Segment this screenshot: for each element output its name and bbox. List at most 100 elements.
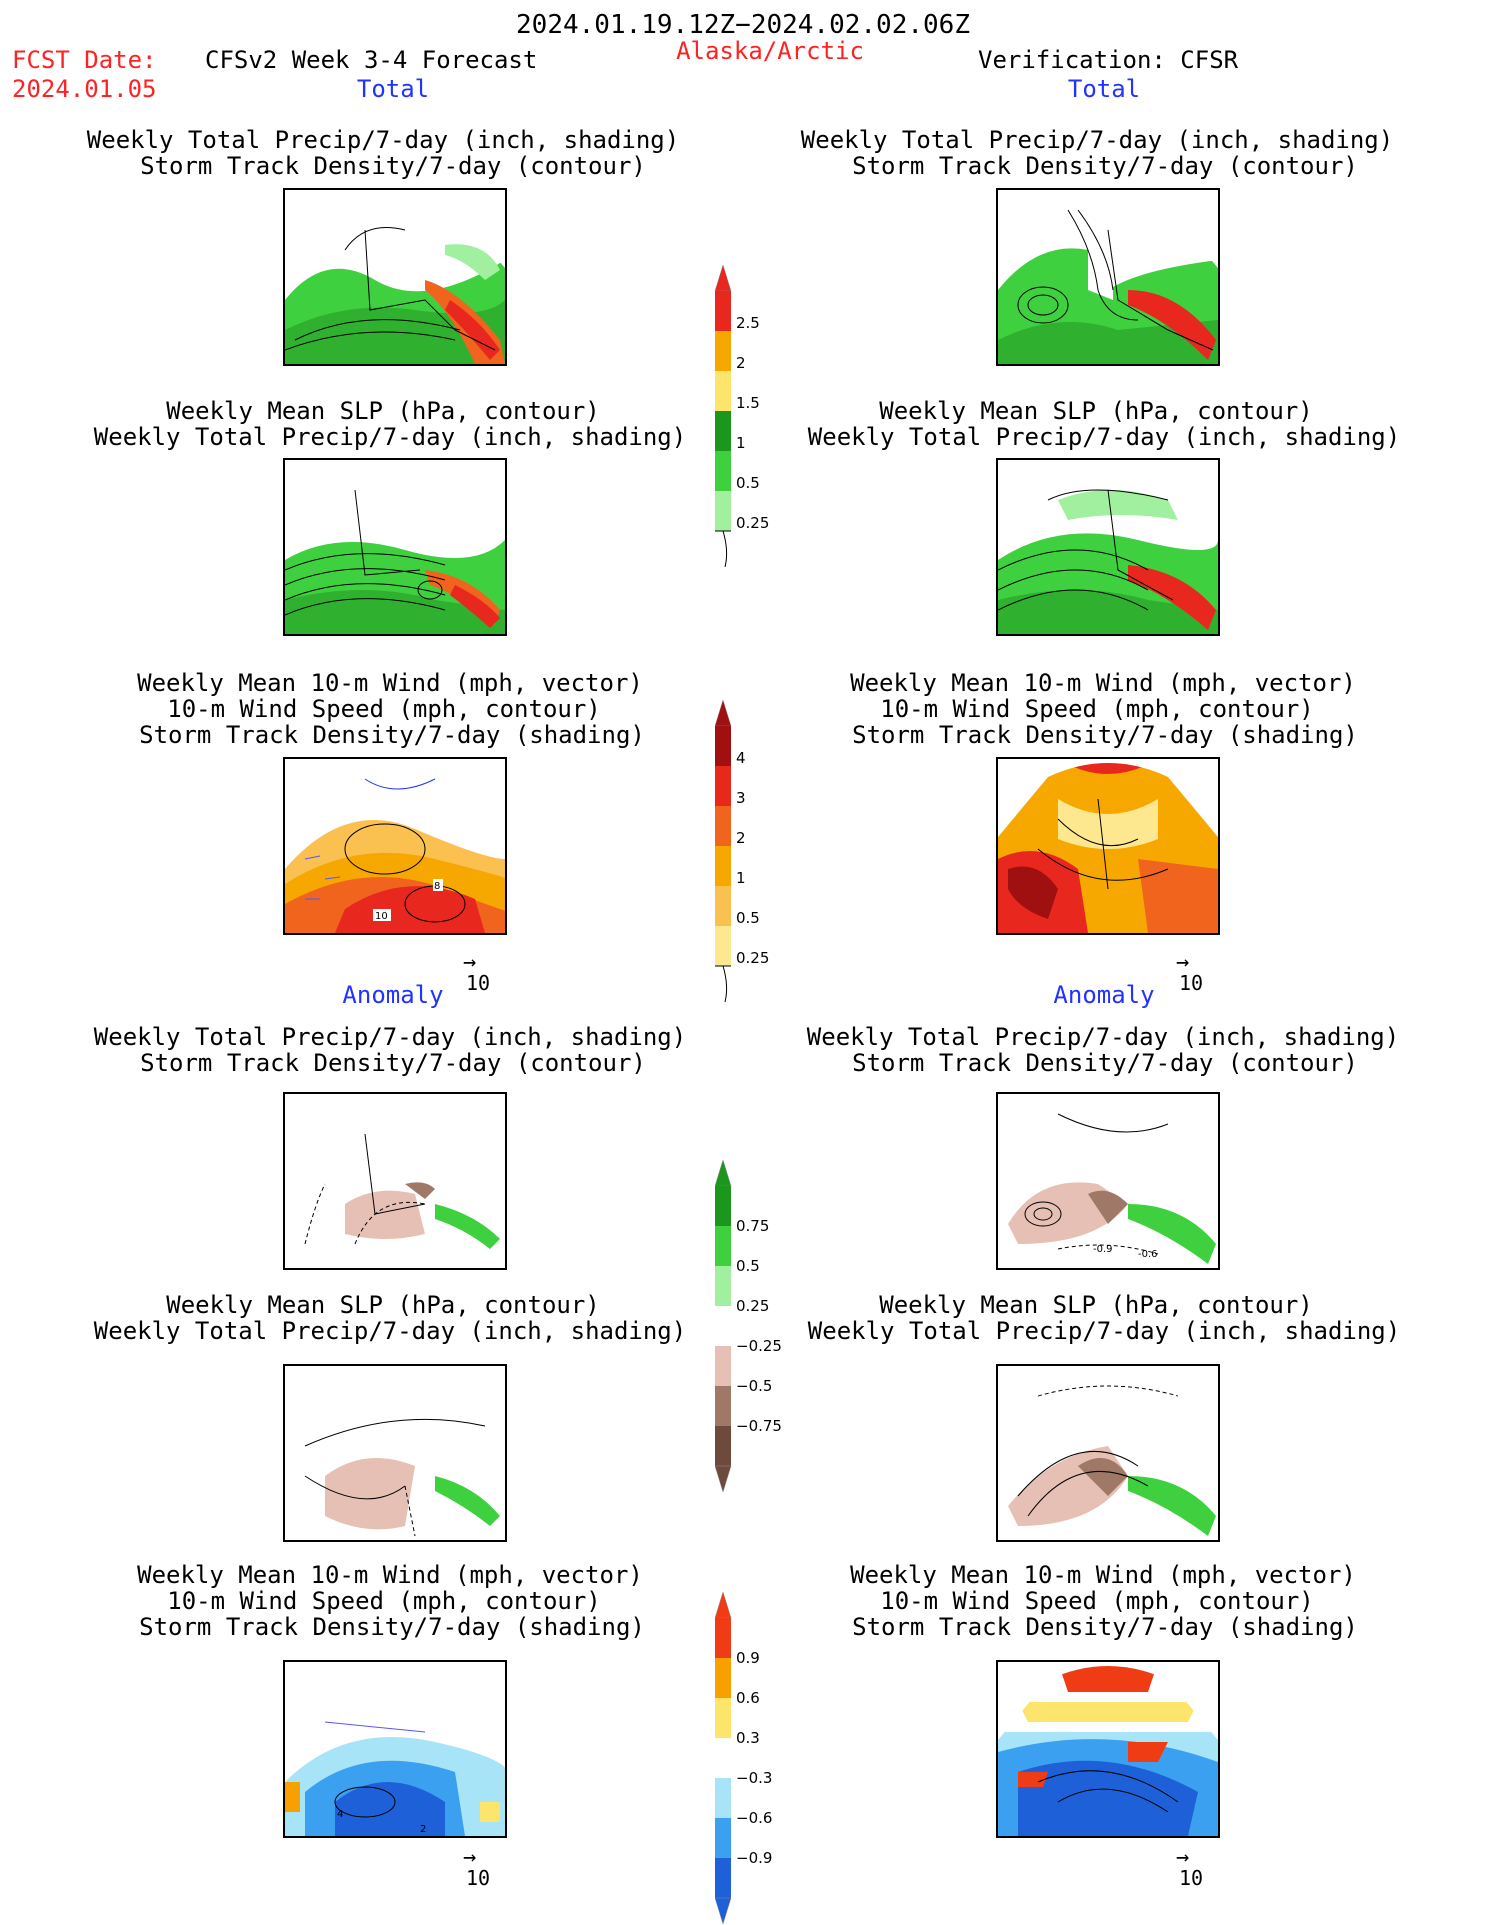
total-label-right: Total (1067, 75, 1141, 103)
colorbar-segment (715, 806, 731, 846)
map-wind-track-cfsv2: 10 8 (283, 757, 507, 935)
title-r4-right-2: Storm Track Density/7-day (contour) (852, 1049, 1358, 1077)
vector-ref-3: 10 (466, 1866, 491, 1890)
contour-label-four: 4 (337, 1809, 343, 1820)
colorbar-segment (715, 846, 731, 886)
colorbar-segment (715, 766, 731, 806)
title-r5-right-2: Weekly Total Precip/7-day (inch, shading… (807, 1317, 1401, 1345)
colorbar-tick-label: 0.5 (736, 909, 760, 927)
colorbar-segment (715, 926, 731, 966)
colorbar-bottom-triangle (715, 1897, 732, 1924)
title-r3-left-1: Weekly Mean 10-m Wind (mph, vector) (137, 669, 643, 697)
fcst-date-label: FCST Date: (12, 46, 157, 74)
colorbar-segment (715, 886, 731, 926)
colorbar-tick-label: 0.5 (736, 1257, 760, 1275)
colorbar-tick-label: 0.6 (736, 1689, 760, 1707)
map-precip-anom-cfsr: -0.9 -0.6 (996, 1092, 1220, 1270)
title-r2-left-2: Weekly Total Precip/7-day (inch, shading… (93, 423, 687, 451)
title-r6-right-2: 10-m Wind Speed (mph, contour) (880, 1587, 1314, 1615)
total-label-left: Total (356, 75, 430, 103)
right-arrow-icon-4: → (1176, 1845, 1190, 1870)
colorbar-tick-label: 4 (736, 749, 746, 767)
colorbar-tick-label: −0.6 (736, 1809, 773, 1827)
title-r5-left-2: Weekly Total Precip/7-day (inch, shading… (93, 1317, 687, 1345)
anomaly-label-left: Anomaly (342, 981, 444, 1009)
colorbar-segment (715, 451, 731, 491)
title-r2-left-1: Weekly Mean SLP (hPa, contour) (166, 397, 600, 425)
map-wind-anom-cfsr (996, 1660, 1220, 1838)
colorbar-segment (715, 371, 731, 411)
colorbar-segment (715, 291, 731, 331)
contour-label-two: 2 (420, 1824, 426, 1835)
anomaly-label-right: Anomaly (1053, 981, 1155, 1009)
title-r4-right-1: Weekly Total Precip/7-day (inch, shading… (806, 1023, 1400, 1051)
colorbar-tick-label: 1 (736, 869, 746, 887)
colorbar-segment (715, 1778, 731, 1818)
colorbar-segment (715, 1226, 731, 1266)
colorbar-tick-label: −0.5 (736, 1377, 773, 1395)
contour-label-eight: 8 (434, 881, 440, 892)
colorbar-tick-label: 0.3 (736, 1729, 760, 1747)
title-r3-right-3: Storm Track Density/7-day (shading) (852, 721, 1358, 749)
title-r6-left-3: Storm Track Density/7-day (shading) (139, 1613, 645, 1641)
right-arrow-icon-1: → (463, 950, 477, 975)
title-r5-right-1: Weekly Mean SLP (hPa, contour) (879, 1291, 1313, 1319)
colorbar-segment (715, 1426, 731, 1466)
title-r1-left-1: Weekly Total Precip/7-day (inch, shading… (86, 126, 680, 154)
map-precip-total-cfsv2 (283, 188, 507, 366)
region-title: Alaska/Arctic (676, 37, 864, 65)
colorbar-tail (722, 965, 728, 1003)
colorbar-top-triangle (715, 1160, 732, 1187)
colorbar-tick-label: 0.9 (736, 1649, 760, 1667)
right-arrow-icon-3: → (463, 1845, 477, 1870)
colorbar-segment (715, 1858, 731, 1898)
colorbar-tail (722, 530, 728, 568)
colorbar-tick-label: 1 (736, 434, 746, 452)
colorbar-tick-label: 0.5 (736, 474, 760, 492)
title-r1-left-2: Storm Track Density/7-day (contour) (140, 152, 646, 180)
colorbar-tick-label: 3 (736, 789, 746, 807)
colorbar-segment (715, 1618, 731, 1658)
vector-ref-1: 10 (466, 971, 491, 995)
colorbar-segment (715, 1818, 731, 1858)
colorbar-tick-label: 2.5 (736, 314, 760, 332)
colorbar-bottom-triangle (715, 1465, 732, 1492)
colorbar-tick-label: 2 (736, 354, 746, 372)
forecast-period: 2024.01.19.12Z−2024.02.02.06Z (516, 10, 970, 40)
colorbar-tick-label: −0.3 (736, 1769, 773, 1787)
fcst-date-value: 2024.01.05 (12, 75, 157, 103)
verification-label: Verification: CFSR (978, 46, 1239, 74)
colorbar-segment (715, 1386, 731, 1426)
title-r1-right-1: Weekly Total Precip/7-day (inch, shading… (800, 126, 1394, 154)
map-wind-anom-cfsv2: 4 2 (283, 1660, 507, 1838)
colorbar-top-triangle (715, 265, 732, 292)
colorbar-tick-label: 0.25 (736, 514, 770, 532)
colorbar-segment (715, 1698, 731, 1738)
colorbar-tick-label: 2 (736, 829, 746, 847)
contour-label-m06: -0.6 (1138, 1249, 1158, 1260)
title-r4-left-2: Storm Track Density/7-day (contour) (140, 1049, 646, 1077)
colorbar-tick-label: 0.25 (736, 1297, 770, 1315)
title-r2-right-2: Weekly Total Precip/7-day (inch, shading… (807, 423, 1401, 451)
colorbar-segment (715, 411, 731, 451)
colorbar-segment (715, 331, 731, 371)
colorbar-top-triangle (715, 1592, 732, 1619)
vector-ref-2: 10 (1179, 971, 1204, 995)
title-r2-right-1: Weekly Mean SLP (hPa, contour) (879, 397, 1313, 425)
title-r3-right-2: 10-m Wind Speed (mph, contour) (880, 695, 1314, 723)
contour-label-ten: 10 (375, 911, 388, 922)
map-slp-anom-cfsr (996, 1364, 1220, 1542)
model-title: CFSv2 Week 3-4 Forecast (205, 46, 538, 74)
colorbar-segment (715, 491, 731, 531)
title-r3-right-1: Weekly Mean 10-m Wind (mph, vector) (850, 669, 1356, 697)
colorbar-top-triangle (715, 700, 732, 727)
title-r6-left-2: 10-m Wind Speed (mph, contour) (167, 1587, 601, 1615)
contour-label-m09: -0.9 (1093, 1244, 1113, 1255)
colorbar-tick-label: −0.9 (736, 1849, 773, 1867)
colorbar-segment (715, 726, 731, 766)
title-r6-right-3: Storm Track Density/7-day (shading) (852, 1613, 1358, 1641)
colorbar-segment (715, 1186, 731, 1226)
map-precip-anom-cfsv2 (283, 1092, 507, 1270)
map-slp-anom-cfsv2 (283, 1364, 507, 1542)
title-r3-left-3: Storm Track Density/7-day (shading) (139, 721, 645, 749)
